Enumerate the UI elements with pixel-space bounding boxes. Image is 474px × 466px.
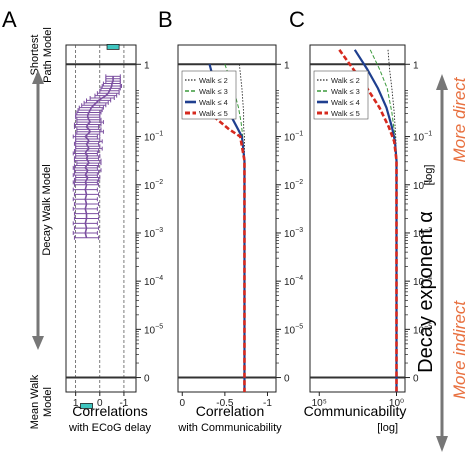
legend-label: Walk ≤ 3 (331, 87, 360, 96)
panel-a-chart: 1 0 -1 1 10−1 10−2 10−3 10−4 10−5 0 (65, 44, 163, 409)
alpha-tick-label: 10−3 (284, 227, 303, 240)
series-line-walk-5 (183, 73, 246, 392)
alpha-tick-label: 0 (284, 374, 290, 385)
xtick-label: 0 (97, 398, 103, 409)
panel-letter-c: C (289, 7, 305, 32)
mean-correlation-line (84, 76, 114, 238)
alpha-tick-label: 1 (284, 60, 290, 71)
alpha-tick-label: 0 (413, 374, 419, 385)
mean-walk-label-line1: Mean Walk (29, 374, 41, 429)
xtick-label: 10⁰ (389, 398, 404, 409)
mean-walk-point (106, 44, 120, 50)
alpha-tick-label: 10−2 (144, 179, 163, 192)
alpha-tick-label: 1 (144, 60, 150, 71)
panel-letter-b: B (158, 7, 173, 32)
legend-label: Walk ≤ 3 (199, 87, 228, 96)
legend-label: Walk ≤ 5 (331, 109, 360, 118)
decay-walk-label: Decay Walk Model (41, 164, 53, 255)
xtick-label: -0.5 (216, 398, 234, 409)
alpha-tick-label: 10−5 (284, 323, 303, 336)
panel-c-xlabel: Communicability (304, 403, 407, 419)
alpha-axis-unit: [log] (423, 165, 435, 186)
alpha-tick-label: 10−4 (144, 275, 163, 288)
series-line-walk-5 (338, 49, 398, 392)
shortest-path-point (80, 403, 93, 409)
xtick-label: 1 (73, 398, 79, 409)
shortest-label-line2: Path Model (42, 27, 54, 83)
alpha-tick-label: 0 (144, 374, 150, 385)
shortest-label-line1: Shortest (29, 35, 41, 76)
legend-label: Walk ≤ 2 (331, 76, 360, 85)
alpha-tick-label: 10−2 (284, 179, 303, 192)
more-direct-label: More direct (450, 76, 469, 162)
alpha-tick-label: 10−4 (284, 275, 303, 288)
alpha-tick-label: 10−5 (144, 323, 163, 336)
legend-label: Walk ≤ 2 (199, 76, 228, 85)
xtick-label: 0 (179, 398, 185, 409)
xtick-label: -1 (119, 398, 128, 409)
panel-letter-a: A (2, 7, 17, 32)
alpha-tick-label: 10−1 (144, 131, 163, 144)
alpha-tick-label: 10−1 (284, 131, 303, 144)
mean-walk-label-line2: Model (42, 387, 54, 417)
legend-label: Walk ≤ 4 (331, 98, 360, 107)
panel-b-chart: 1 10−1 10−2 10−3 10−4 10−5 0 0 -0.5 -1 Walk ≤ 2 Wal… (177, 44, 303, 409)
panel-b-xlabel2: with Communicability (177, 422, 282, 434)
panel-a-xlabel2: with ECoG delay (68, 422, 151, 434)
alpha-tick-label: 1 (413, 60, 419, 71)
panel-b-xlabel: Correlation (196, 403, 264, 419)
legend-label: Walk ≤ 5 (199, 109, 228, 118)
panel-c-xlabel2: [log] (377, 422, 398, 434)
decay-range-arrow (32, 70, 44, 350)
legend-box (181, 70, 237, 120)
xtick-label: 10⁵ (312, 398, 327, 409)
alpha-tick-label: 10−1 (413, 131, 432, 144)
legend-label: Walk ≤ 4 (199, 98, 228, 107)
alpha-tick-label: 10−3 (144, 227, 163, 240)
alpha-tick-label: 10−2 (413, 179, 432, 192)
right-arrow (436, 74, 448, 452)
legend-box (313, 70, 369, 120)
more-indirect-label: More indirect (450, 300, 469, 400)
alpha-axis-title: Decay exponent α (415, 211, 437, 373)
xtick-label: -1 (263, 398, 272, 409)
